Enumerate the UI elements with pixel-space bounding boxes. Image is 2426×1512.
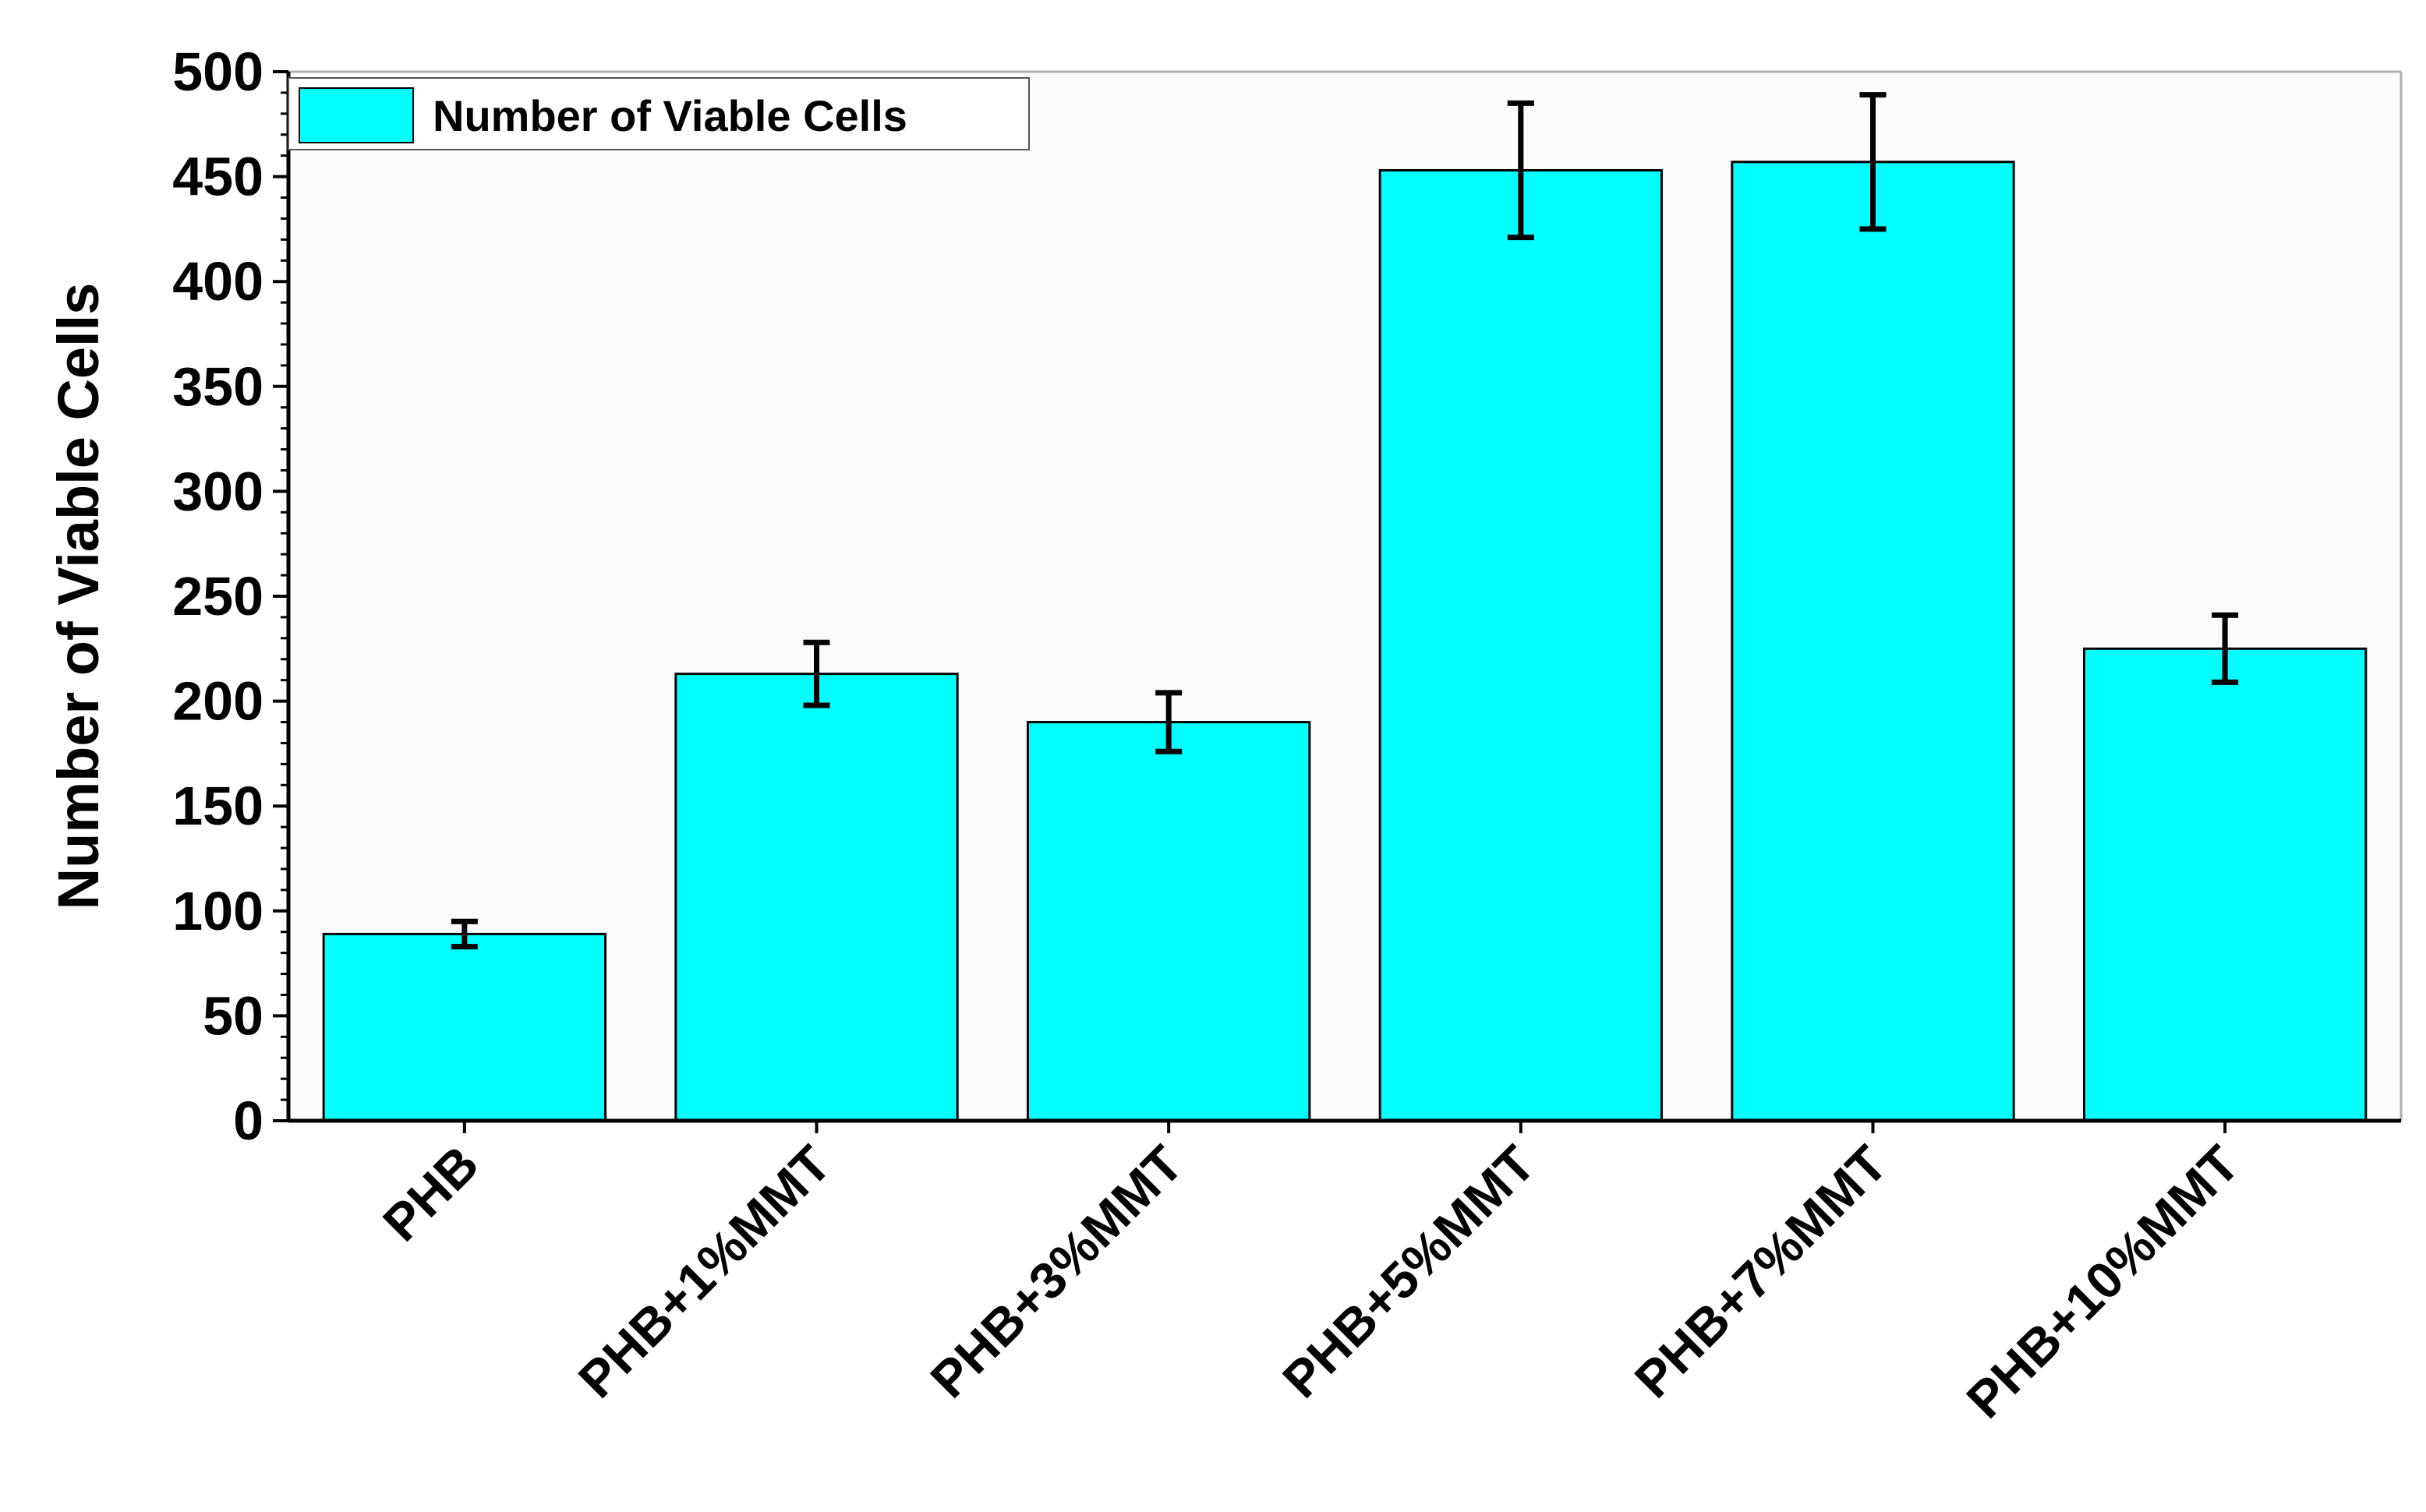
y-tick-label-4: 200 [172,671,263,732]
plot-area [288,72,2401,1121]
bar-5 [2083,647,2368,1122]
y-tick-label-9: 450 [172,147,263,207]
y-axis-ticks: 0 50 100 150 200 250 300 350 400 450 500 [172,41,288,1151]
y-tick-label-0: 0 [233,1090,263,1151]
legend-swatch [299,87,414,143]
bar-0 [322,932,606,1122]
legend: Number of Viable Cells [288,77,1030,150]
legend-label: Number of Viable Cells [433,91,907,140]
bar-1 [674,673,959,1122]
y-tick-label-10: 500 [172,41,263,102]
y-tick-label-3: 150 [172,775,263,836]
y-tick-label-8: 400 [172,251,263,312]
y-tick-label-5: 250 [172,566,263,627]
bar-2 [1027,721,1311,1122]
y-axis-title: Number of Viable Cells [46,283,111,910]
y-tick-label-2: 100 [172,881,263,941]
y-tick-label-7: 350 [172,356,263,417]
error-bars [451,92,2239,950]
bar-3 [1378,169,1663,1122]
bar-4 [1731,161,2015,1122]
y-tick-label-1: 50 [203,985,263,1046]
y-tick-label-6: 300 [172,461,263,521]
